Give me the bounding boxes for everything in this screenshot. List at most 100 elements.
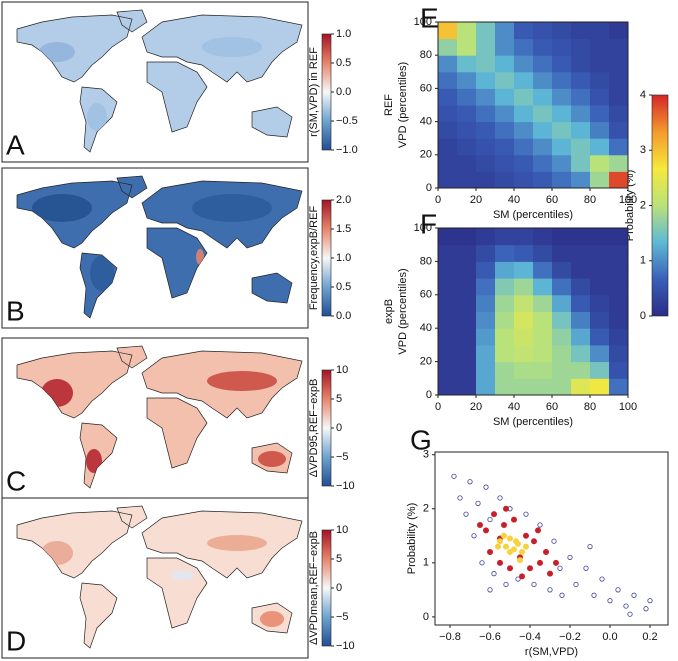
heatmap-cell [609, 261, 629, 279]
scatter-point [531, 581, 537, 588]
heatmap-cell [476, 344, 496, 363]
x-tick-label: 20 [470, 401, 482, 413]
heatmap-cell [609, 171, 629, 189]
heatmap-cell [514, 105, 534, 123]
scatter-point [523, 543, 530, 550]
scatter-point [494, 543, 501, 550]
scatter-point [471, 533, 477, 539]
plot-frame [437, 21, 629, 189]
y-tick-label: 3 [423, 449, 429, 461]
heatmap-cell [457, 55, 477, 73]
heatmap-cell [571, 311, 591, 329]
heatmap-cell [438, 105, 458, 123]
colorbar-tick-label: 1.5 [336, 223, 351, 235]
scatter-point [567, 554, 573, 561]
y-axis-label: VPD (percentiles) [397, 62, 409, 148]
heatmap-cell [571, 261, 591, 279]
heatmap-cell [438, 228, 458, 246]
patch [86, 449, 102, 473]
heatmap-cell [533, 344, 553, 363]
heatmap-cell [571, 105, 591, 123]
heatmap-cell [476, 88, 496, 106]
heatmap-cell [495, 22, 515, 40]
heatmap-cell [438, 88, 458, 106]
scatter-point [515, 576, 521, 582]
heatmap-cell [438, 344, 458, 363]
x-tick-label: 100 [619, 401, 637, 413]
scatter-point [467, 479, 473, 485]
heatmap-cell [476, 328, 496, 346]
heatmap-cell [590, 55, 610, 73]
x-tick-label: 100 [619, 194, 637, 206]
heatmap-cell [438, 171, 458, 189]
heatmap-cell [438, 121, 458, 139]
heatmap-cell [457, 311, 477, 329]
colorbar-tick-label: 10 [336, 364, 348, 376]
heatmap-cell [457, 154, 477, 172]
heatmap-cell [609, 361, 629, 379]
scatter-point [587, 544, 593, 550]
heatmap-cell [552, 121, 572, 139]
y-axis-label: VPD (percentiles) [397, 268, 409, 354]
scatter-point [491, 571, 497, 577]
scatter-point [553, 559, 560, 566]
heatmap-cell [476, 171, 496, 189]
heatmap-cell [495, 361, 515, 379]
heatmap-cell [476, 361, 496, 379]
heatmap-cell [571, 121, 591, 139]
x-tick-label: 20 [470, 194, 482, 206]
scatter-point [537, 559, 544, 566]
heatmap-cell [514, 154, 534, 172]
colorbar-tick-label: −5 [336, 611, 349, 623]
heatmap-cell [476, 378, 496, 396]
scatter-point [607, 598, 613, 604]
colorbar-tick-label: −1.0 [336, 144, 358, 156]
heatmap-cell [476, 55, 496, 73]
patch [207, 371, 277, 391]
heatmap-cell [571, 294, 591, 312]
colorbar-tick-label: 2.0 [336, 194, 351, 206]
colorbar-tick-label: −0.5 [336, 115, 358, 127]
heatmap-cell [609, 55, 629, 73]
x-tick-label: −0.8 [439, 631, 461, 643]
heatmap-cell [514, 171, 534, 189]
scatter-point [523, 532, 530, 539]
heatmap-cell [571, 328, 591, 346]
heatmap-cell [457, 138, 477, 156]
heatmap-cell [495, 311, 515, 329]
heatmap-cell [552, 278, 572, 296]
heatmap-cell [571, 228, 591, 246]
y-tick-label: 100 [414, 16, 432, 28]
heatmap-cell [438, 294, 458, 312]
scatter-point [506, 549, 513, 556]
heatmap-cell [571, 361, 591, 379]
map [16, 345, 303, 489]
heatmap-cell [590, 71, 610, 89]
scatter-point [483, 484, 489, 490]
colorbar-tick-label: 0.0 [336, 86, 351, 98]
heatmap-cell [552, 22, 572, 40]
patch [87, 103, 107, 131]
heatmap-cell [438, 278, 458, 296]
colorbar [321, 369, 332, 487]
heatmap-cell [495, 38, 515, 56]
heatmap-cell [476, 138, 496, 156]
heatmap-cell [552, 55, 572, 73]
heatmap-cell [514, 261, 534, 279]
heatmap-cell [533, 154, 553, 172]
scatter-point [559, 592, 565, 598]
patch [170, 570, 194, 580]
x-tick-label: −0.4 [519, 631, 541, 643]
heatmap-cell [476, 154, 496, 172]
heatmap-cell [609, 278, 629, 296]
scatter-point [451, 473, 457, 479]
y-tick-label: 100 [414, 222, 432, 234]
heatmap-cell [552, 171, 572, 189]
x-tick-label: 60 [546, 401, 558, 413]
row-label: REF [383, 94, 395, 116]
patch [260, 611, 284, 627]
colorbar-tick-label: 2 [640, 199, 646, 211]
y-tick-label: 40 [420, 116, 432, 128]
x-axis-label: r(SM,VPD) [525, 646, 578, 658]
